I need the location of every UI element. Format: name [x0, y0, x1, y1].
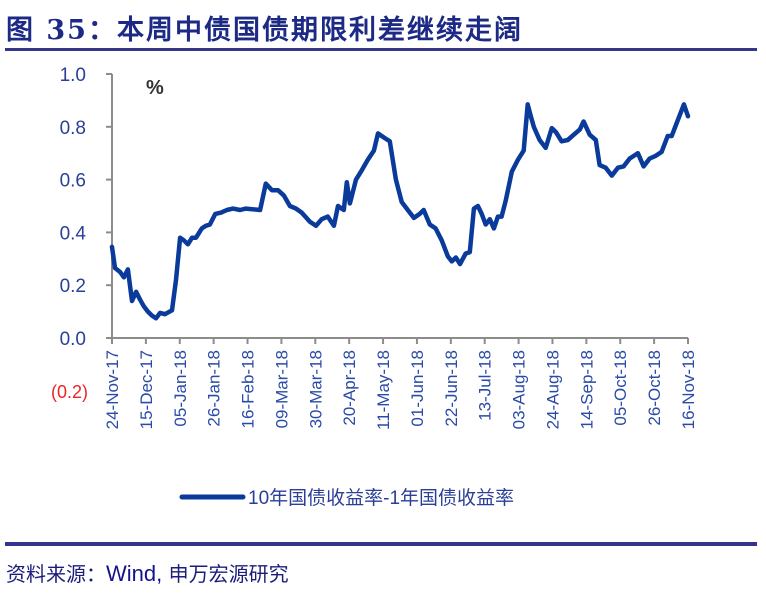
x-tick-label: 03-Aug-18 [510, 350, 529, 429]
x-tick-label: 16-Nov-18 [679, 350, 698, 429]
legend-label: 10年国债收益率-1年国债收益率 [248, 487, 514, 509]
figure-title: 图 35：本周中债国债期限利差继续走阔 [6, 8, 523, 47]
y-axis: 1.0 0.8 0.6 0.4 0.2 0.0 (0.2) [51, 65, 113, 402]
source-note: 资料来源：Wind, 申万宏源研究 [6, 558, 289, 587]
source-prefix: 资料来源： [6, 562, 106, 586]
x-axis: 24-Nov-17 15-Dec-17 05-Jan-18 26-Jan-18 16-F… [103, 337, 698, 430]
source-wind: Wind, [106, 561, 163, 586]
x-tick-label: 16-Feb-18 [239, 350, 258, 428]
x-tick-label: 09-Mar-18 [272, 350, 291, 428]
x-tick-label: 24-Aug-18 [543, 350, 562, 429]
x-tick-label: 05-Jan-18 [171, 350, 190, 427]
y-tick-label: 0.0 [60, 329, 86, 350]
y-tick-label: 0.4 [60, 223, 87, 244]
figure-title-text: 本周中债国债期限利差继续走阔 [116, 15, 523, 46]
x-tick-label: 15-Dec-17 [137, 350, 156, 429]
x-tick-label: 11-May-18 [374, 350, 393, 430]
spread-series-line [109, 102, 691, 321]
x-tick-label: 26-Jan-18 [205, 350, 224, 427]
x-tick-label: 14-Sep-18 [577, 350, 596, 429]
unit-label: % [146, 77, 164, 99]
x-tick-label: 22-Jun-18 [442, 350, 461, 427]
x-tick-label: 30-Mar-18 [306, 350, 325, 428]
footer-divider [5, 542, 757, 546]
y-tick-label-negative: (0.2) [51, 382, 88, 402]
y-tick-label: 0.6 [60, 171, 86, 192]
source-suffix: 申万宏源研究 [162, 562, 289, 586]
legend: 10年国债收益率-1年国债收益率 [179, 487, 514, 509]
figure-label: 图 35： [6, 15, 117, 46]
y-tick-label: 0.2 [60, 276, 86, 297]
title-divider [5, 48, 757, 51]
y-tick-label: 0.8 [60, 118, 86, 139]
x-tick-label: 13-Jul-18 [476, 350, 495, 421]
x-tick-label: 20-Apr-18 [340, 350, 359, 426]
x-tick-label: 24-Nov-17 [103, 350, 122, 429]
x-tick-label: 01-Jun-18 [408, 350, 427, 427]
x-tick-label: 05-Oct-18 [611, 350, 630, 426]
x-tick-label: 26-Oct-18 [645, 350, 664, 426]
y-tick-label: 1.0 [60, 65, 86, 86]
